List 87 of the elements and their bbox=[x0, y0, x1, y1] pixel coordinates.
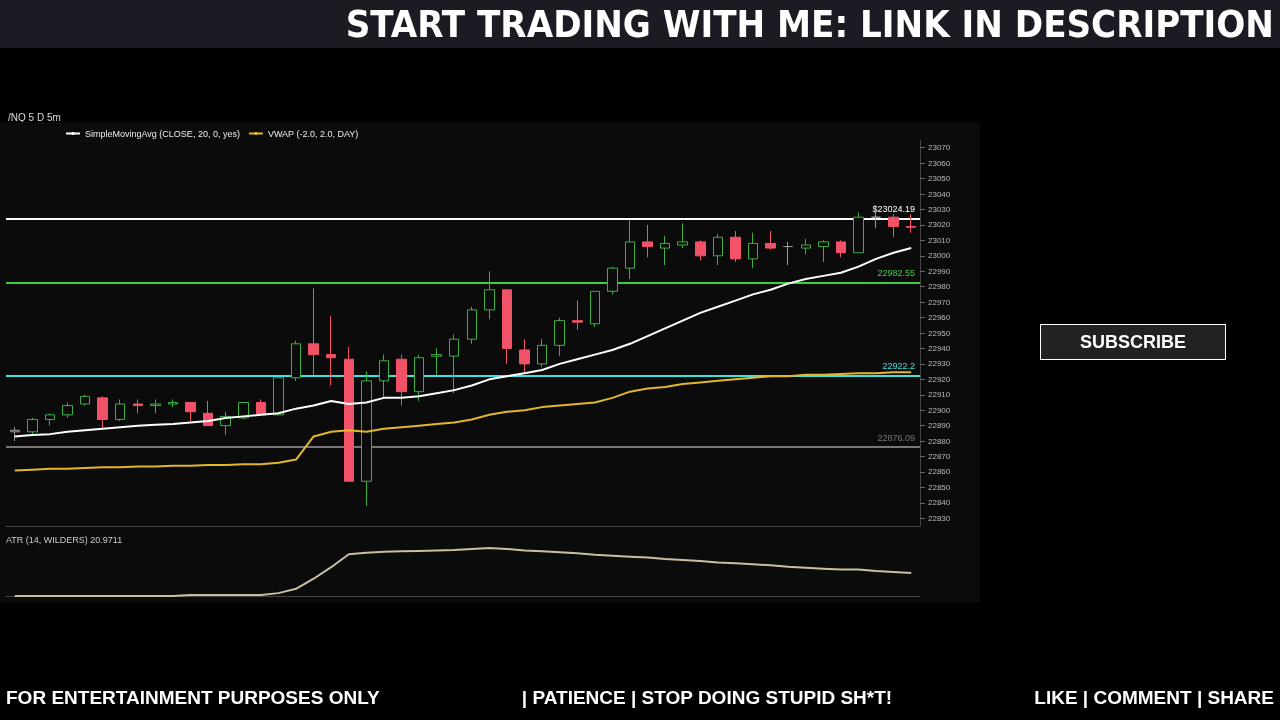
y-tick-label: 22870 bbox=[928, 452, 951, 462]
candlestick bbox=[502, 289, 512, 365]
text: LIKE | COMMENT | SHARE bbox=[1034, 687, 1274, 709]
chart-title: ATR (14, WILDERS) 20.9711 bbox=[6, 535, 123, 545]
y-tick-label: 22950 bbox=[928, 328, 951, 338]
candlestick bbox=[467, 306, 477, 345]
candlestick bbox=[97, 395, 108, 430]
candlestick bbox=[10, 426, 20, 442]
candlestick bbox=[326, 315, 336, 386]
ref-line-label: 22922.2 bbox=[882, 361, 915, 372]
candlestick bbox=[27, 417, 38, 436]
candlestick bbox=[62, 401, 73, 419]
candlestick bbox=[308, 287, 319, 376]
text: | PATIENCE | STOP DOING STUPID SH*T! bbox=[521, 687, 893, 709]
chart-title: START TRADING WITH ME: LINK IN DESCRIPTION bbox=[345, 2, 1274, 46]
y-tick-label: 23030 bbox=[928, 204, 951, 214]
candlestick bbox=[572, 300, 583, 331]
candlestick bbox=[730, 230, 741, 263]
candlestick bbox=[379, 354, 389, 399]
y-tick-label: 23070 bbox=[928, 143, 951, 153]
candlestick bbox=[256, 398, 266, 416]
y-tick-label: 23040 bbox=[928, 189, 951, 199]
candlestick bbox=[818, 239, 829, 263]
candlestick bbox=[414, 354, 424, 402]
y-tick-label: 22830 bbox=[928, 513, 951, 523]
candlestick bbox=[625, 219, 635, 280]
y-tick-label: 22940 bbox=[928, 343, 951, 353]
y-tick-label: 22860 bbox=[928, 467, 951, 477]
candlestick bbox=[590, 290, 600, 328]
y-tick-label: 22990 bbox=[928, 266, 951, 276]
candlestick bbox=[449, 334, 459, 394]
y-tick-label: 22840 bbox=[928, 498, 951, 508]
candlestick bbox=[607, 266, 618, 295]
candlestick bbox=[888, 213, 899, 238]
candlestick bbox=[344, 346, 354, 482]
y-tick-label: 22850 bbox=[928, 482, 951, 492]
y-tick-label: 23050 bbox=[928, 174, 951, 184]
y-tick-label: 22880 bbox=[928, 436, 951, 446]
y-tick-label: 22930 bbox=[928, 359, 951, 369]
text: FOR ENTERTAINMENT PURPOSES ONLY bbox=[6, 687, 380, 709]
line-series bbox=[13, 371, 913, 472]
y-tick-label: 22900 bbox=[928, 405, 951, 415]
candlestick bbox=[677, 222, 688, 249]
candlestick bbox=[906, 213, 916, 234]
y-tick-label: 22960 bbox=[928, 313, 951, 323]
candlestick bbox=[713, 233, 723, 266]
y-tick-label: 23010 bbox=[928, 235, 951, 245]
y-tick-label: 22910 bbox=[928, 390, 951, 400]
ref-line-label: 22876.09 bbox=[877, 432, 915, 443]
candlestick bbox=[115, 398, 125, 422]
candlestick bbox=[783, 241, 793, 266]
candlestick bbox=[836, 239, 846, 258]
y-tick-label: 22980 bbox=[928, 282, 951, 292]
y-tick-label: 22890 bbox=[928, 421, 951, 431]
candlestick bbox=[554, 317, 565, 357]
candlestick bbox=[431, 347, 442, 376]
legend-label: VWAP (-2.0, 2.0, DAY) bbox=[267, 128, 359, 139]
y-tick-label: 23060 bbox=[928, 158, 951, 168]
candlestick bbox=[801, 238, 811, 255]
candlestick bbox=[660, 235, 670, 266]
candlestick bbox=[642, 224, 653, 258]
candlestick bbox=[853, 212, 864, 254]
y-tick-label: 22970 bbox=[928, 297, 951, 307]
candlestick bbox=[133, 398, 143, 414]
text: SUBSCRIBE bbox=[1040, 324, 1226, 360]
candlestick bbox=[361, 371, 372, 507]
candlestick bbox=[168, 398, 178, 408]
y-tick-label: 22920 bbox=[928, 374, 951, 384]
y-tick-label: 23000 bbox=[928, 251, 951, 261]
candlestick bbox=[695, 239, 706, 261]
candlestick bbox=[765, 230, 776, 251]
candlestick bbox=[291, 340, 301, 382]
candlestick bbox=[519, 338, 530, 374]
chart-subtitle: /NQ 5 D 5m bbox=[8, 112, 61, 123]
candlestick bbox=[273, 377, 284, 416]
candlestick bbox=[185, 401, 196, 422]
candlestick bbox=[80, 394, 90, 407]
y-tick-label: 23020 bbox=[928, 220, 951, 230]
candlestick bbox=[150, 398, 161, 414]
ref-line-label: $23024.19 bbox=[872, 203, 915, 214]
ref-line-label: 22982.55 bbox=[877, 268, 915, 279]
candlestick bbox=[396, 354, 407, 407]
candlestick bbox=[537, 338, 547, 368]
candlestick bbox=[748, 232, 758, 269]
candlestick bbox=[45, 412, 55, 427]
legend-label: SimpleMovingAvg (CLOSE, 20, 0, yes) bbox=[85, 128, 240, 139]
candlestick bbox=[484, 270, 495, 320]
